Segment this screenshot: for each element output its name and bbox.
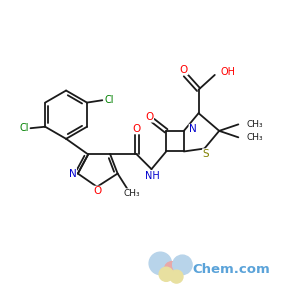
Circle shape bbox=[159, 267, 173, 281]
Text: NH: NH bbox=[145, 171, 159, 181]
Text: CH₃: CH₃ bbox=[247, 120, 263, 129]
Text: O: O bbox=[93, 186, 101, 196]
Text: Cl: Cl bbox=[19, 123, 29, 133]
Circle shape bbox=[173, 255, 192, 274]
Text: CH₃: CH₃ bbox=[123, 189, 140, 198]
Text: O: O bbox=[133, 124, 141, 134]
Text: N: N bbox=[69, 169, 76, 178]
Text: N: N bbox=[189, 124, 197, 134]
Circle shape bbox=[164, 262, 180, 277]
Text: S: S bbox=[202, 149, 209, 159]
Text: CH₃: CH₃ bbox=[247, 133, 263, 142]
Text: Cl: Cl bbox=[105, 95, 114, 105]
Text: O: O bbox=[180, 64, 188, 75]
Circle shape bbox=[149, 252, 172, 274]
Circle shape bbox=[170, 270, 183, 283]
Text: Chem.com: Chem.com bbox=[193, 263, 270, 276]
Text: O: O bbox=[145, 112, 154, 122]
Text: OH: OH bbox=[221, 67, 236, 77]
